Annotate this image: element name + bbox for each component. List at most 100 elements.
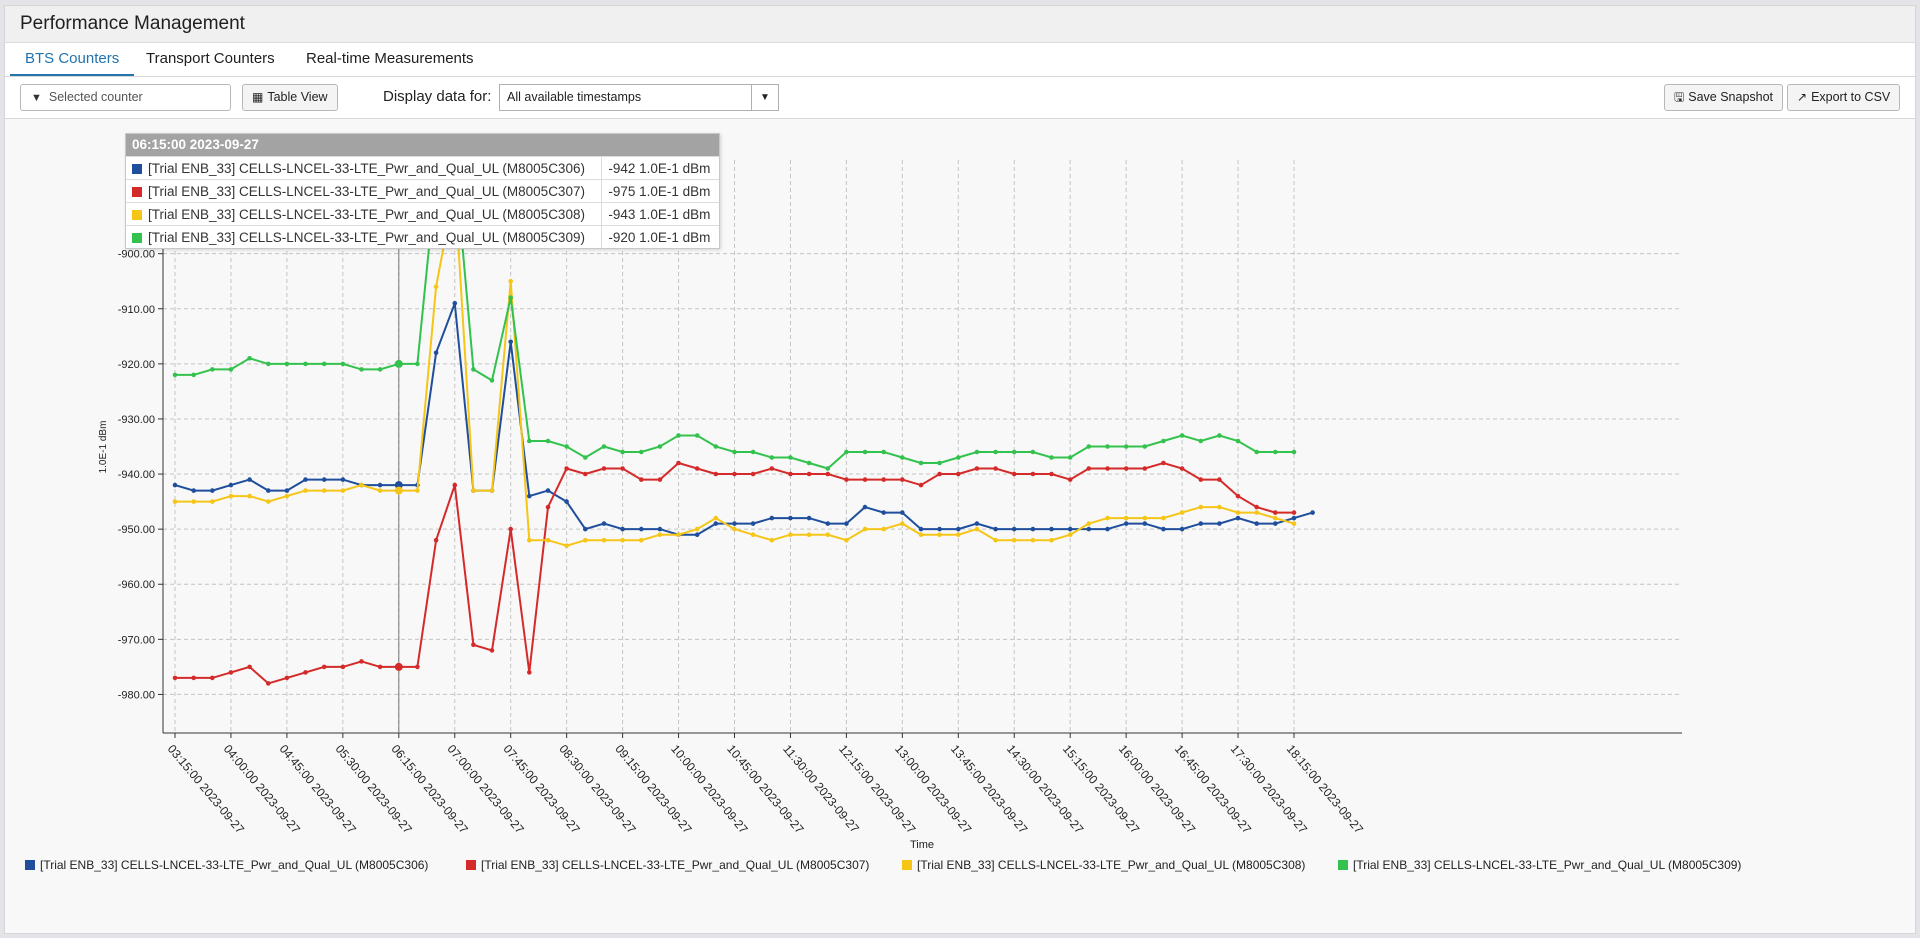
data-point[interactable] [415,664,420,670]
data-point[interactable] [639,526,644,532]
data-point[interactable] [508,295,513,300]
data-point[interactable] [750,532,756,537]
data-point[interactable] [1086,526,1092,532]
data-point[interactable] [1011,449,1017,455]
data-point[interactable] [993,449,998,455]
data-point[interactable] [377,664,383,670]
data-point[interactable] [1161,526,1166,532]
data-point[interactable] [545,488,551,493]
data-point[interactable] [881,477,886,482]
data-point[interactable] [1142,444,1148,449]
data-point[interactable] [321,488,327,493]
data-point[interactable] [359,482,364,488]
data-point[interactable] [769,466,775,471]
data-point[interactable] [210,675,215,681]
data-point[interactable] [359,367,364,372]
data-point[interactable] [1123,444,1129,449]
data-point[interactable] [806,460,812,466]
data-point[interactable] [1105,515,1110,521]
data-point[interactable] [993,526,998,532]
data-point[interactable] [508,339,513,345]
data-point[interactable] [1011,526,1017,532]
data-point[interactable] [191,499,196,504]
data-point[interactable] [937,460,942,466]
data-point[interactable] [694,532,700,537]
data-point[interactable] [452,301,458,306]
data-point[interactable] [825,532,831,537]
data-point[interactable] [284,488,290,493]
data-point[interactable] [303,488,308,493]
data-point[interactable] [732,526,737,532]
data-point[interactable] [359,659,364,664]
data-point[interactable] [377,488,383,493]
data-point[interactable] [564,543,569,548]
data-point[interactable] [1161,460,1166,466]
data-point[interactable] [862,526,868,532]
timestamp-select[interactable]: All available timestamps ▼ [499,84,779,111]
data-point[interactable] [266,681,271,686]
data-point[interactable] [1198,438,1204,444]
data-point[interactable] [266,499,271,504]
data-point[interactable] [489,488,495,493]
data-point[interactable] [247,477,252,482]
data-point[interactable] [713,515,719,521]
data-point[interactable] [862,504,868,510]
data-point[interactable] [247,356,252,361]
data-point[interactable] [825,471,831,477]
data-point[interactable] [620,526,625,532]
data-point[interactable] [657,477,663,482]
data-point[interactable] [1105,444,1110,449]
tab-bts-counters[interactable]: BTS Counters [10,43,135,76]
data-point[interactable] [956,471,961,477]
data-point[interactable] [377,367,383,372]
data-point[interactable] [321,361,327,367]
data-point[interactable] [394,486,403,495]
data-point[interactable] [1179,510,1185,515]
data-point[interactable] [1086,466,1092,471]
data-point[interactable] [993,537,998,543]
data-point[interactable] [564,444,569,449]
data-point[interactable] [1291,521,1297,526]
data-point[interactable] [1011,471,1017,477]
data-point[interactable] [694,526,700,532]
data-point[interactable] [172,372,178,378]
export-csv-button[interactable]: ↗ Export to CSV [1787,84,1901,111]
data-point[interactable] [1179,466,1185,471]
data-point[interactable] [1217,433,1222,438]
data-point[interactable] [1235,438,1241,444]
data-point[interactable] [900,510,905,515]
data-point[interactable] [1198,477,1204,482]
data-point[interactable] [191,488,196,493]
data-point[interactable] [527,670,532,675]
data-point[interactable] [601,537,607,543]
data-point[interactable] [1217,504,1222,510]
data-point[interactable] [1161,438,1166,444]
data-point[interactable] [1030,449,1036,455]
data-point[interactable] [1086,521,1092,526]
data-point[interactable] [1030,526,1036,532]
data-point[interactable] [321,477,327,482]
data-point[interactable] [918,526,924,532]
data-point[interactable] [471,488,476,493]
data-point[interactable] [583,537,588,543]
data-point[interactable] [956,526,961,532]
data-point[interactable] [1011,537,1017,543]
data-point[interactable] [862,477,868,482]
data-point[interactable] [284,361,290,367]
selected-counter-field[interactable]: ▼ Selected counter [20,84,231,111]
legend-item-m8005c307[interactable]: [Trial ENB_33] CELLS-LNCEL-33-LTE_Pwr_an… [466,858,869,872]
data-point[interactable] [732,449,737,455]
data-point[interactable] [974,526,980,532]
data-point[interactable] [489,378,495,383]
data-point[interactable] [433,284,439,289]
data-point[interactable] [900,477,905,482]
table-view-button[interactable]: ▦ Table View [242,84,338,111]
data-point[interactable] [1142,515,1148,521]
data-point[interactable] [1291,510,1297,515]
data-point[interactable] [750,521,756,526]
data-point[interactable] [583,526,588,532]
data-point[interactable] [1049,455,1054,460]
data-point[interactable] [394,481,403,490]
data-point[interactable] [1273,521,1278,526]
data-point[interactable] [1235,515,1241,521]
